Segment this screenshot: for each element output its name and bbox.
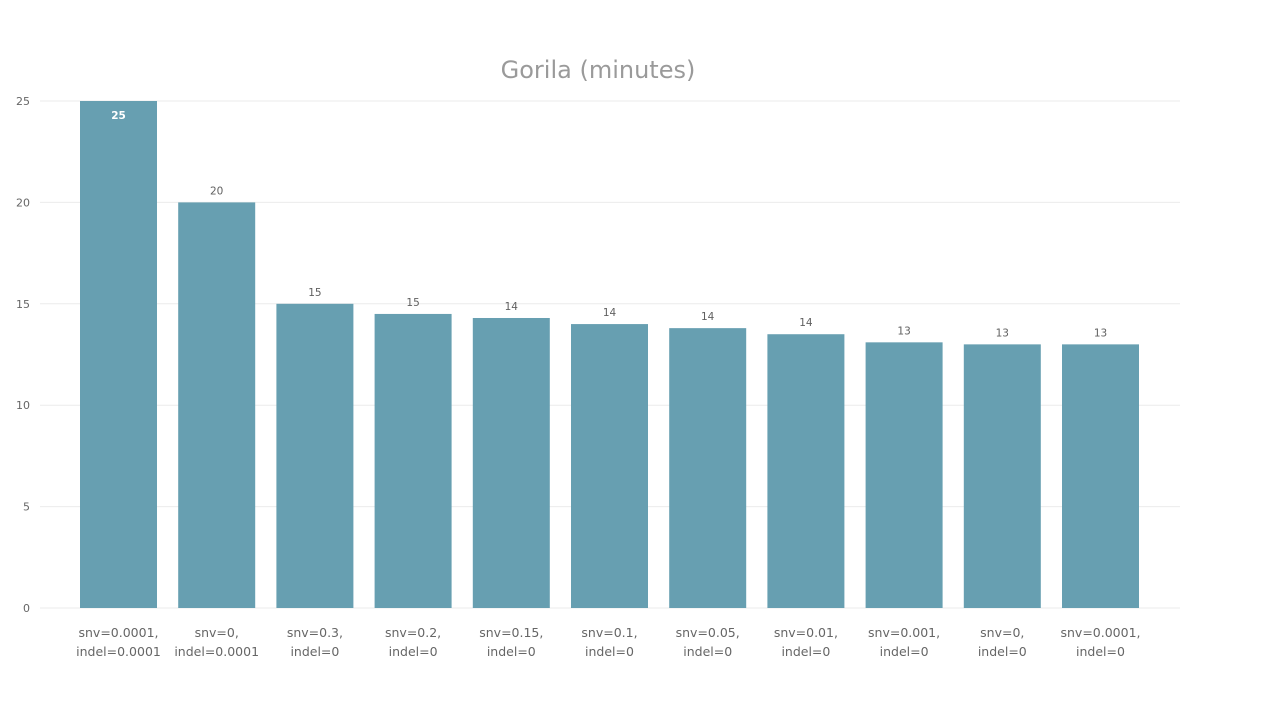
bar <box>865 342 943 608</box>
bar-value-label: 15 <box>308 287 321 299</box>
x-tick-line: snv=0.3, <box>287 625 343 640</box>
x-tick-line: indel=0 <box>781 644 830 659</box>
x-tick-line: indel=0 <box>389 644 438 659</box>
x-tick-line: indel=0 <box>1076 644 1125 659</box>
x-tick-line: indel=0 <box>978 644 1027 659</box>
x-tick-label: snv=0.0001, indel=0.0001 <box>76 625 161 659</box>
bar <box>178 202 256 608</box>
bar <box>1062 344 1139 608</box>
x-tick-line: snv=0, <box>195 625 239 640</box>
bar <box>374 313 452 608</box>
bar <box>276 303 354 608</box>
bar-value-label: 13 <box>897 325 910 337</box>
x-tick-line: snv=0, <box>980 625 1024 640</box>
chart-title: Gorila (minutes) <box>501 56 696 84</box>
x-tick-line: indel=0 <box>487 644 536 659</box>
x-tick-line: snv=0.0001, <box>1060 625 1140 640</box>
bar <box>80 101 157 608</box>
x-tick-line: indel=0.0001 <box>76 644 161 659</box>
x-tick-line: indel=0 <box>290 644 339 659</box>
bar-value-label: 15 <box>406 297 419 309</box>
x-tick-label: snv=0, indel=0.0001 <box>174 625 259 659</box>
x-tick-label: snv=0.001, indel=0 <box>868 625 940 659</box>
x-tick-line: indel=0 <box>880 644 929 659</box>
bar-value-label: 13 <box>996 327 1009 339</box>
x-tick-label: snv=0.15, indel=0 <box>479 625 543 659</box>
y-tick-label: 10 <box>16 399 30 412</box>
x-tick-line: snv=0.2, <box>385 625 441 640</box>
x-axis: snv=0.0001, indel=0.0001 snv=0, indel=0.000… <box>76 625 1140 659</box>
y-axis: 0 5 10 15 20 25 <box>16 95 30 615</box>
data-labels: 25 20 15 15 14 14 14 14 13 13 13 <box>111 110 1107 339</box>
x-tick-line: indel=0 <box>585 644 634 659</box>
bar-value-label: 14 <box>603 307 617 319</box>
bar-value-label: 14 <box>505 301 519 313</box>
bars <box>80 101 1139 608</box>
bar <box>963 344 1041 608</box>
bar <box>669 328 747 608</box>
x-tick-label: snv=0.0001, indel=0 <box>1060 625 1140 659</box>
x-tick-label: snv=0.05, indel=0 <box>676 625 740 659</box>
x-tick-line: snv=0.01, <box>774 625 838 640</box>
bar <box>767 334 845 608</box>
x-tick-line: indel=0 <box>683 644 732 659</box>
x-tick-label: snv=0.2, indel=0 <box>385 625 441 659</box>
bar-value-label: 14 <box>701 311 715 323</box>
x-tick-line: snv=0.0001, <box>78 625 158 640</box>
bar-value-label: 14 <box>799 317 813 329</box>
x-tick-line: snv=0.001, <box>868 625 940 640</box>
x-tick-label: snv=0.1, indel=0 <box>581 625 637 659</box>
bar-value-label: 25 <box>111 110 126 122</box>
x-tick-label: snv=0, indel=0 <box>978 625 1027 659</box>
y-tick-label: 0 <box>23 602 30 615</box>
y-tick-label: 15 <box>16 298 30 311</box>
y-tick-label: 5 <box>23 501 30 514</box>
x-tick-line: indel=0.0001 <box>174 644 259 659</box>
bar-value-label: 13 <box>1094 327 1107 339</box>
x-tick-label: snv=0.3, indel=0 <box>287 625 343 659</box>
x-tick-line: snv=0.1, <box>581 625 637 640</box>
x-tick-line: snv=0.05, <box>676 625 740 640</box>
bar <box>571 324 648 608</box>
x-tick-line: snv=0.15, <box>479 625 543 640</box>
y-tick-label: 25 <box>16 95 30 108</box>
y-tick-label: 20 <box>16 196 30 209</box>
bar-value-label: 20 <box>210 185 223 197</box>
bar <box>472 317 550 608</box>
x-tick-label: snv=0.01, indel=0 <box>774 625 838 659</box>
